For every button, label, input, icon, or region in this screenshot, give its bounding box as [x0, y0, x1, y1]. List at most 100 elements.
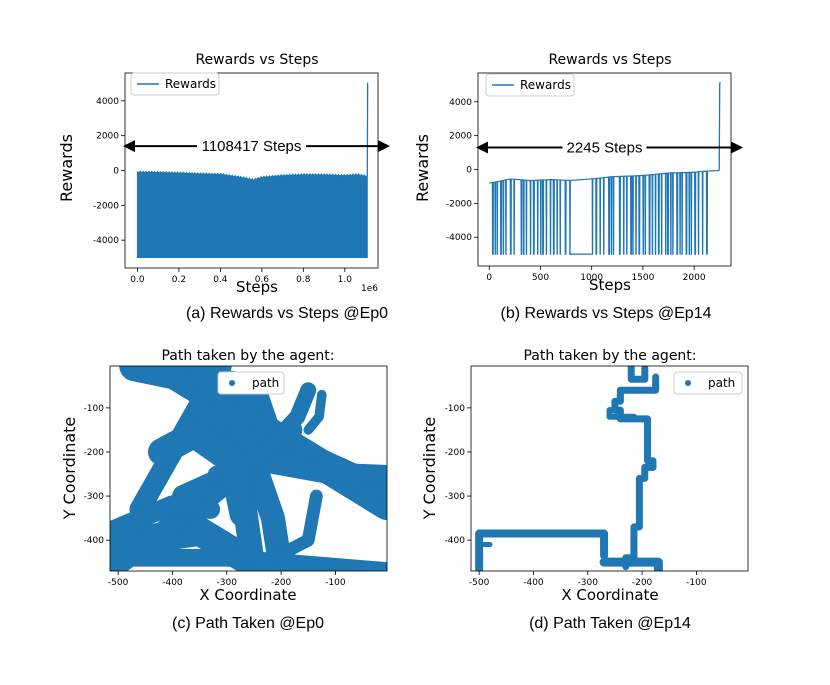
path-segment [611, 373, 660, 471]
plot-area [475, 366, 663, 571]
x-tick-label: -200 [632, 578, 653, 588]
y-tick-label: 4000 [96, 97, 119, 107]
arrow-left-head [476, 141, 488, 154]
path-segment [110, 548, 387, 571]
x-axis-label: X Coordinate [561, 586, 658, 604]
y-tick-label: 4000 [449, 98, 472, 108]
y-tick-label: 0 [113, 167, 119, 177]
axes-frame [470, 365, 749, 572]
x-tick-label: -400 [162, 578, 183, 588]
y-tick-label: 2000 [96, 132, 119, 142]
annotation-label: 1108417 Steps [202, 138, 302, 155]
y-tick-label: -400 [84, 536, 105, 546]
chart-panel-0: 1108417 Steps 0.0 0.2 0.4 0.6 0.8 1.0 -4000 -200… [57, 52, 390, 322]
y-axis-label: Rewards [413, 134, 432, 202]
y-axis-label: Y Coordinate [60, 417, 79, 521]
plot-area [136, 82, 369, 259]
x-tick-label: 0.2 [172, 275, 186, 285]
x-tick-label: -300 [217, 578, 238, 588]
chart-panel-1: 2245 Steps 0 500 1000 1500 2000 -4000 -2000 0 200… [413, 52, 743, 322]
y-tick-label: -300 [84, 492, 105, 502]
chart-panel-3: -500 -400 -300 -200 -100 -100 -200 -300 -400 Path… [420, 348, 749, 632]
legend: path [673, 371, 743, 395]
y-tick-label: 2000 [449, 132, 472, 142]
path-segment [184, 366, 294, 571]
chart-title: Rewards vs Steps [195, 52, 318, 68]
x-tick-label: -500 [469, 578, 490, 588]
x-exponent-label: 1e6 [361, 284, 378, 294]
path-segment [242, 489, 323, 571]
legend-label: path [708, 376, 735, 390]
plot-area [110, 366, 387, 571]
series-rewards-line [489, 169, 720, 255]
legend-box [673, 371, 743, 395]
legend-box [217, 371, 285, 395]
y-tick-label: 0 [466, 166, 472, 176]
series-rewards-band [136, 171, 368, 259]
y-tick-label: -200 [445, 448, 466, 458]
x-tick-label: 0.0 [130, 275, 145, 285]
chart-title: Path taken by the agent: [161, 348, 334, 364]
x-tick-label: 1500 [631, 273, 654, 283]
x-tick-label: 500 [532, 273, 549, 283]
x-tick-label: -100 [325, 578, 346, 588]
path-segment [599, 557, 663, 571]
x-tick-label: 1.0 [338, 275, 353, 285]
y-axis-label: Rewards [57, 134, 76, 202]
path-segment [606, 407, 637, 420]
y-tick-label: -400 [445, 536, 466, 546]
legend-label: path [252, 376, 279, 390]
y-tick-label: -4000 [93, 236, 119, 246]
legend-box [130, 72, 220, 96]
x-tick-label: 0.6 [255, 275, 270, 285]
path-segment [627, 366, 649, 383]
chart-caption: (d) Path Taken @Ep14 [529, 615, 691, 632]
chart-title: Rewards vs Steps [548, 52, 671, 68]
legend-box [485, 73, 575, 97]
legend-dot-marker [685, 380, 691, 386]
x-tick-label: 0 [486, 273, 492, 283]
chart-caption: (a) Rewards vs Steps @Ep0 [186, 305, 388, 322]
y-tick-label: -200 [84, 448, 105, 458]
y-tick-label: -2000 [93, 201, 119, 211]
legend-label: Rewards [165, 77, 216, 91]
path-segment [147, 420, 257, 528]
x-tick-label: -500 [108, 578, 129, 588]
y-tick-label: -100 [445, 404, 466, 414]
y-axis-label: Y Coordinate [420, 417, 439, 521]
legend: Rewards [485, 73, 575, 97]
arrow-right-head [378, 140, 390, 153]
legend: Rewards [130, 72, 220, 96]
y-tick-label: -4000 [446, 233, 472, 243]
legend-label: Rewards [520, 78, 571, 92]
x-tick-label: 1000 [580, 273, 603, 283]
chart-panel-2: -500 -400 -300 -200 -100 -100 -200 -300 -400 Path… [60, 348, 388, 632]
annotation-label: 2245 Steps [567, 139, 643, 156]
path-segment [622, 463, 657, 571]
x-tick-label: 0.8 [296, 275, 311, 285]
path-segment [303, 389, 327, 435]
x-tick-label: 0.4 [213, 275, 228, 285]
legend-dot-marker [229, 380, 235, 386]
x-tick-label: -300 [578, 578, 599, 588]
chart-caption: (c) Path Taken @Ep0 [172, 615, 324, 632]
x-tick-label: 2000 [683, 273, 706, 283]
path-segment [110, 495, 221, 541]
series-rewards-spike [366, 82, 369, 177]
y-tick-label: -300 [445, 492, 466, 502]
chart-caption: (b) Rewards vs Steps @Ep14 [501, 305, 712, 322]
x-axis-label: Steps [236, 278, 278, 296]
y-tick-label: -100 [84, 404, 105, 414]
legend: path [217, 371, 285, 395]
arrow-right-head [731, 141, 743, 154]
x-axis-label: X Coordinate [199, 586, 296, 604]
series-rewards-spike [718, 82, 721, 171]
chart-title: Path taken by the agent: [523, 348, 696, 364]
series-rewards-edge [137, 170, 368, 183]
path-segment [475, 529, 609, 571]
arrow-left-head [123, 140, 135, 153]
plot-area [489, 82, 721, 255]
y-tick-label: -2000 [446, 199, 472, 209]
x-tick-label: -200 [271, 578, 292, 588]
